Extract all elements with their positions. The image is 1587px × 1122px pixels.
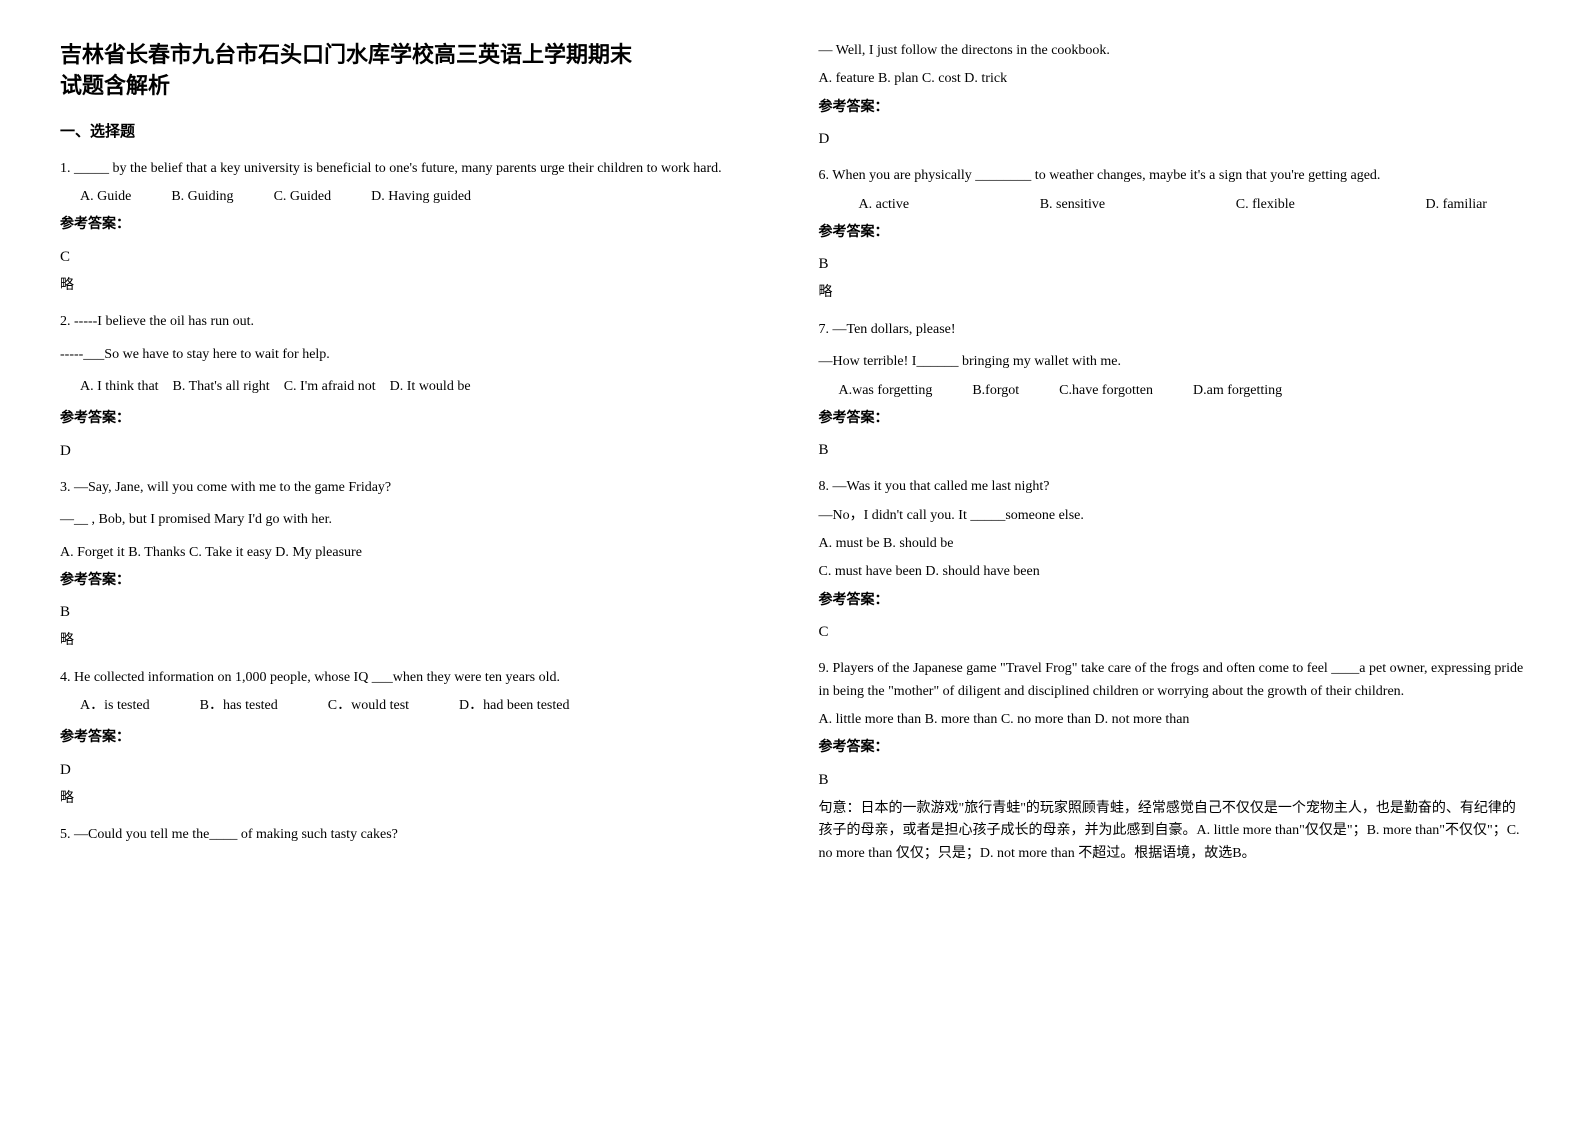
q4-opt-a: A．is tested: [80, 695, 150, 717]
q7-opt-d: D.am forgetting: [1193, 380, 1282, 402]
q5-answer-label: 参考答案：: [819, 97, 1528, 119]
q5-answer: D: [819, 127, 1528, 151]
question-4: 4. He collected information on 1,000 peo…: [60, 667, 769, 811]
question-5-continued: — Well, I just follow the directons in t…: [819, 40, 1528, 151]
q9-text: 9. Players of the Japanese game "Travel …: [819, 658, 1528, 703]
question-2: 2. -----I believe the oil has run out. -…: [60, 311, 769, 463]
q6-text: 6. When you are physically ________ to w…: [819, 165, 1528, 187]
q4-answer: D: [60, 758, 769, 782]
q1-answer: C: [60, 245, 769, 269]
q7-answer-label: 参考答案：: [819, 408, 1528, 430]
q5-line2: — Well, I just follow the directons in t…: [819, 40, 1528, 62]
question-8: 8. —Was it you that called me last night…: [819, 476, 1528, 644]
q2-answer-label: 参考答案：: [60, 408, 769, 430]
question-7: 7. —Ten dollars, please! —How terrible! …: [819, 319, 1528, 463]
q9-answer: B: [819, 768, 1528, 792]
left-column: 吉林省长春市九台市石头口门水库学校高三英语上学期期末 试题含解析 一、选择题 1…: [60, 40, 769, 879]
question-1: 1. _____ by the belief that a key univer…: [60, 158, 769, 298]
q3-options: A. Forget it B. Thanks C. Take it easy D…: [60, 542, 769, 564]
question-3: 3. —Say, Jane, will you come with me to …: [60, 477, 769, 653]
q9-explanation: 句意：日本的一款游戏"旅行青蛙"的玩家照顾青蛙，经常感觉自己不仅仅是一个宠物主人…: [819, 798, 1528, 865]
q3-line2: —__ , Bob, but I promised Mary I'd go wi…: [60, 509, 769, 531]
q1-opt-c: C. Guided: [274, 186, 332, 208]
q2-opt-b: B. That's all right: [173, 379, 270, 394]
q6-omit: 略: [819, 282, 1528, 304]
q4-opt-b: B．has tested: [200, 695, 278, 717]
q7-opt-b: B.forgot: [972, 380, 1019, 402]
q7-line1: 7. —Ten dollars, please!: [819, 319, 1528, 341]
q1-omit: 略: [60, 275, 769, 297]
q1-options: A. Guide B. Guiding C. Guided D. Having …: [80, 186, 769, 208]
q9-answer-label: 参考答案：: [819, 737, 1528, 759]
q2-opt-a: A. I think that: [80, 379, 159, 394]
q9-options: A. little more than B. more than C. no m…: [819, 709, 1528, 731]
q7-answer: B: [819, 438, 1528, 462]
q7-opt-a: A.was forgetting: [839, 380, 933, 402]
question-9: 9. Players of the Japanese game "Travel …: [819, 658, 1528, 865]
q8-line1: 8. —Was it you that called me last night…: [819, 476, 1528, 498]
q4-text: 4. He collected information on 1,000 peo…: [60, 667, 769, 689]
q6-opt-c: C. flexible: [1236, 194, 1295, 216]
q3-answer: B: [60, 600, 769, 624]
q4-opt-d: D．had been tested: [459, 695, 569, 717]
q6-answer-label: 参考答案：: [819, 222, 1528, 244]
q6-answer: B: [819, 252, 1528, 276]
q2-answer: D: [60, 439, 769, 463]
q8-opt-ab: A. must be B. should be: [819, 533, 1528, 555]
q2-opt-d: D. It would be: [390, 379, 471, 394]
right-column: — Well, I just follow the directons in t…: [819, 40, 1528, 879]
q6-opt-a: A. active: [859, 194, 910, 216]
q5-options: A. feature B. plan C. cost D. trick: [819, 68, 1528, 90]
q4-options: A．is tested B．has tested C．would test D．…: [80, 695, 769, 717]
document-title: 吉林省长春市九台市石头口门水库学校高三英语上学期期末 试题含解析: [60, 40, 769, 102]
q7-line2: —How terrible! I______ bringing my walle…: [819, 351, 1528, 373]
q7-options: A.was forgetting B.forgot C.have forgott…: [839, 380, 1528, 402]
q3-answer-label: 参考答案：: [60, 570, 769, 592]
q7-opt-c: C.have forgotten: [1059, 380, 1153, 402]
q8-line2: —No，I didn't call you. It _____someone e…: [819, 505, 1528, 527]
q1-opt-a: A. Guide: [80, 186, 131, 208]
q5-line1: 5. —Could you tell me the____ of making …: [60, 824, 769, 846]
q1-answer-label: 参考答案：: [60, 214, 769, 236]
q1-opt-d: D. Having guided: [371, 186, 471, 208]
q2-line1: 2. -----I believe the oil has run out.: [60, 311, 769, 333]
q2-opt-c: C. I'm afraid not: [284, 379, 376, 394]
q2-line2: -----___So we have to stay here to wait …: [60, 344, 769, 366]
q8-opt-cd: C. must have been D. should have been: [819, 561, 1528, 583]
q6-opt-b: B. sensitive: [1040, 194, 1105, 216]
q4-answer-label: 参考答案：: [60, 727, 769, 749]
q6-opt-d: D. familiar: [1426, 194, 1487, 216]
title-line-2: 试题含解析: [60, 73, 170, 98]
q2-options: A. I think that B. That's all right C. I…: [80, 376, 769, 398]
title-line-1: 吉林省长春市九台市石头口门水库学校高三英语上学期期末: [60, 42, 632, 67]
q8-answer: C: [819, 620, 1528, 644]
q1-text: 1. _____ by the belief that a key univer…: [60, 158, 769, 180]
q8-answer-label: 参考答案：: [819, 590, 1528, 612]
question-5-start: 5. —Could you tell me the____ of making …: [60, 824, 769, 846]
q1-opt-b: B. Guiding: [171, 186, 233, 208]
q3-omit: 略: [60, 630, 769, 652]
q4-omit: 略: [60, 788, 769, 810]
q3-line1: 3. —Say, Jane, will you come with me to …: [60, 477, 769, 499]
section-header: 一、选择题: [60, 120, 769, 144]
q6-options: A. active B. sensitive C. flexible D. fa…: [859, 194, 1488, 216]
q4-opt-c: C．would test: [328, 695, 409, 717]
question-6: 6. When you are physically ________ to w…: [819, 165, 1528, 305]
